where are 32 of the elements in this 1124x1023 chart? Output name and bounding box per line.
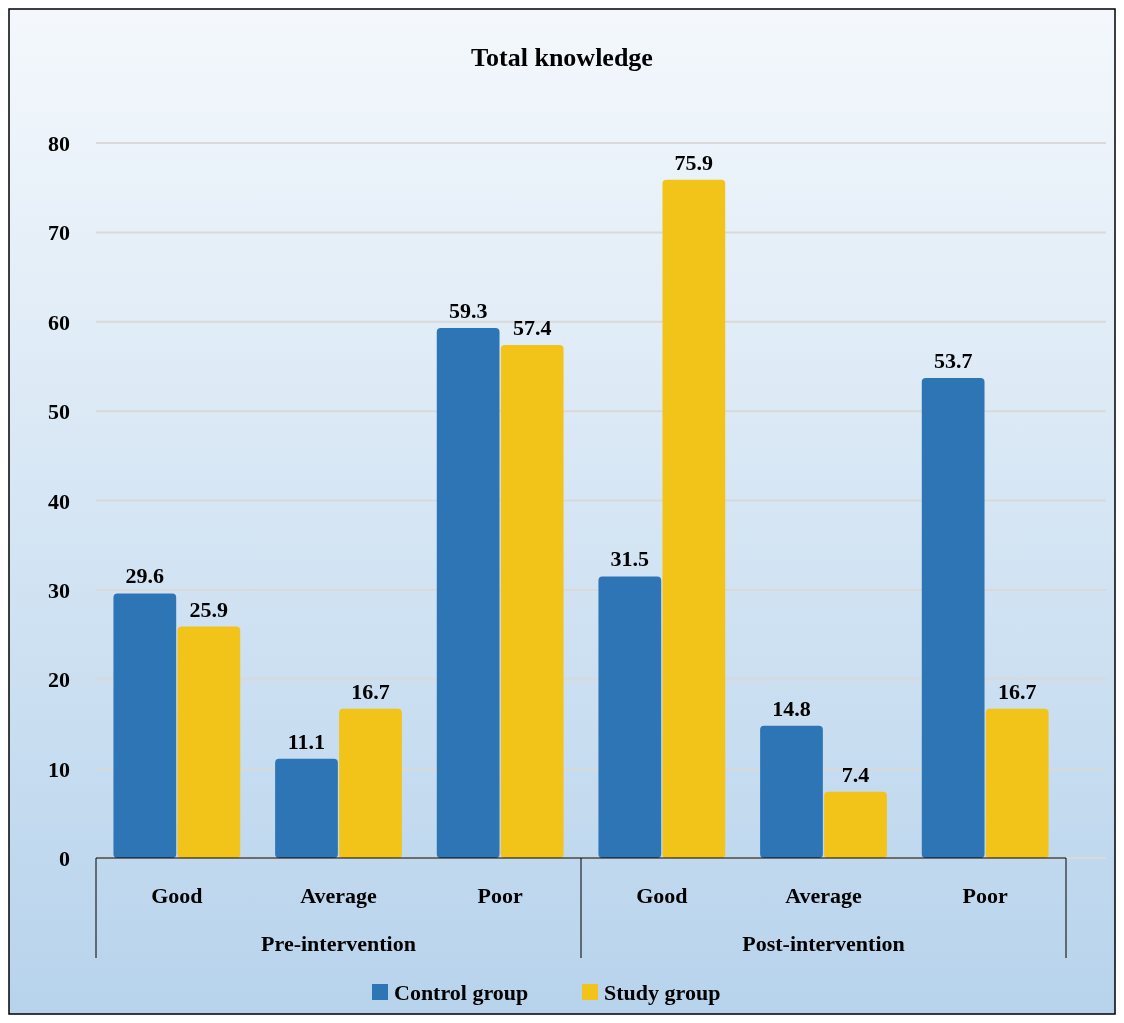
legend-label: Study group (604, 980, 721, 1005)
x-tick-label: Poor (962, 883, 1008, 908)
data-label: 7.4 (841, 761, 870, 787)
y-tick-label: 20 (48, 667, 70, 693)
data-label: 16.7 (997, 678, 1037, 704)
y-tick-label: 80 (48, 131, 70, 156)
text: Post-intervention (742, 931, 905, 956)
y-tick-label: 50 (48, 399, 70, 425)
data-label: 16.7 (351, 678, 390, 704)
data-label: 25.9 (189, 596, 229, 622)
data-label: 53.7 (933, 348, 973, 374)
legend-label: Control group (394, 980, 529, 1005)
y-tick-label: 40 (48, 488, 70, 514)
data-label: 29.6 (125, 563, 165, 589)
y-tick-label: 30 (48, 577, 70, 603)
x-tick-label: Poor (477, 883, 523, 908)
y-tick-label: 0 (59, 846, 70, 871)
data-label: 14.8 (772, 695, 811, 721)
y-tick-label: 10 (48, 756, 70, 782)
data-label: 59.3 (448, 298, 488, 324)
y-tick-label: 70 (48, 220, 70, 246)
x-tick-label: Good (636, 883, 688, 908)
data-label: 31.5 (610, 546, 650, 572)
y-tick-label: 60 (48, 309, 70, 335)
data-label: 57.4 (512, 314, 552, 340)
x-tick-label: Good (151, 883, 203, 908)
data-label: 11.1 (287, 728, 326, 754)
x-tick-label: Average (785, 883, 862, 908)
chart-title: Total knowledge (471, 43, 653, 72)
data-label: 75.9 (674, 149, 714, 175)
text: Pre-intervention (261, 931, 416, 956)
x-tick-label: Average (300, 883, 377, 908)
